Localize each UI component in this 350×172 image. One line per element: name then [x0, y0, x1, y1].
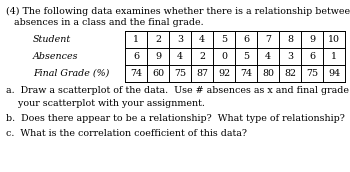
Text: a.  Draw a scatterplot of the data.  Use # absences as x and final grade as y.  : a. Draw a scatterplot of the data. Use #…: [6, 86, 350, 95]
Text: 2: 2: [155, 35, 161, 44]
Text: 6: 6: [243, 35, 249, 44]
Text: Student: Student: [33, 35, 71, 44]
Text: Final Grade (%): Final Grade (%): [33, 69, 109, 78]
Text: 60: 60: [152, 69, 164, 78]
Text: 4: 4: [199, 35, 205, 44]
Text: 74: 74: [130, 69, 142, 78]
Text: 82: 82: [284, 69, 296, 78]
Text: 0: 0: [221, 52, 227, 61]
Text: 6: 6: [309, 52, 315, 61]
Text: 75: 75: [306, 69, 318, 78]
Text: 1: 1: [331, 52, 337, 61]
Text: 1: 1: [133, 35, 139, 44]
Text: 9: 9: [155, 52, 161, 61]
Text: 8: 8: [287, 35, 293, 44]
Text: (4) The following data examines whether there is a relationship between the numb: (4) The following data examines whether …: [6, 7, 350, 16]
Text: your scatterplot with your assignment.: your scatterplot with your assignment.: [6, 99, 205, 108]
Text: 5: 5: [221, 35, 227, 44]
Text: 4: 4: [265, 52, 271, 61]
Text: 9: 9: [309, 35, 315, 44]
Text: 4: 4: [177, 52, 183, 61]
Text: 10: 10: [328, 35, 340, 44]
Text: 3: 3: [177, 35, 183, 44]
Text: 3: 3: [287, 52, 293, 61]
Text: c.  What is the correlation coefficient of this data?: c. What is the correlation coefficient o…: [6, 129, 247, 138]
Text: 87: 87: [196, 69, 208, 78]
Text: b.  Does there appear to be a relationship?  What type of relationship?: b. Does there appear to be a relationshi…: [6, 114, 345, 123]
Text: 94: 94: [328, 69, 340, 78]
Text: 5: 5: [243, 52, 249, 61]
Text: 6: 6: [133, 52, 139, 61]
Text: 92: 92: [218, 69, 230, 78]
Text: 2: 2: [199, 52, 205, 61]
Text: 74: 74: [240, 69, 252, 78]
Text: 80: 80: [262, 69, 274, 78]
Text: 7: 7: [265, 35, 271, 44]
Text: 75: 75: [174, 69, 186, 78]
Text: absences in a class and the final grade.: absences in a class and the final grade.: [14, 18, 204, 27]
Text: Absences: Absences: [33, 52, 78, 61]
